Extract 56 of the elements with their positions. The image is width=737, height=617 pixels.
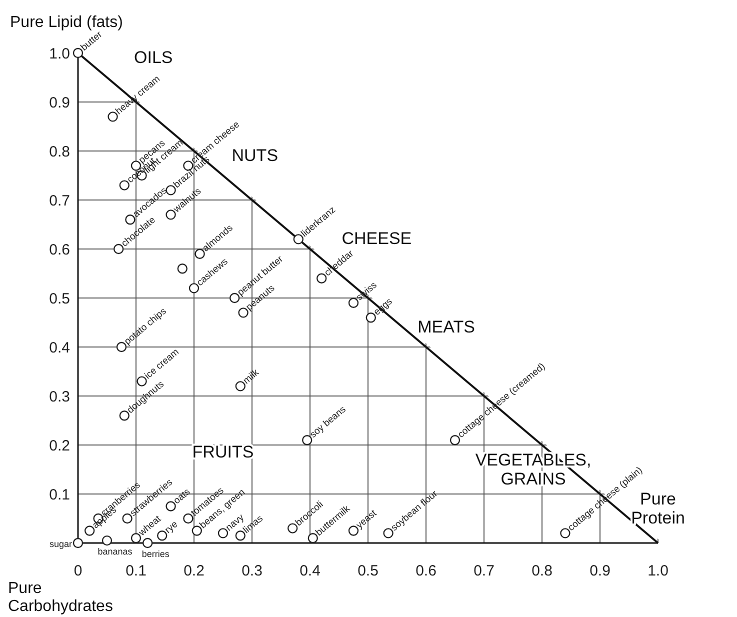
data-label: eggs	[372, 296, 395, 318]
point	[348, 298, 359, 308]
x-tick-label: 1.0	[648, 562, 668, 580]
annotation: CHEESE	[342, 229, 412, 248]
y-tick-label: 0.5	[49, 290, 70, 308]
data-label: milk	[241, 367, 262, 386]
point	[119, 410, 130, 421]
y-tick-label: 0.8	[49, 143, 70, 160]
y-tick-label: 0.7	[49, 192, 70, 210]
point	[235, 381, 246, 392]
point	[188, 283, 200, 294]
data-label: berries	[142, 549, 170, 559]
annotation: NUTS	[232, 146, 278, 165]
point	[366, 312, 376, 323]
x-tick-label: 0.4	[300, 562, 320, 580]
point	[72, 538, 84, 548]
x-tick-label: 0.7	[474, 562, 494, 580]
x-axis-title: Pure Carbohydrates	[8, 580, 114, 616]
y-tick-label: 0.9	[49, 94, 70, 112]
point	[302, 435, 312, 446]
point	[102, 535, 112, 546]
annotation: MEATS	[418, 317, 475, 336]
data-label: oats	[172, 486, 193, 507]
point	[316, 273, 327, 284]
point	[142, 538, 153, 548]
x-tick-label: 0.6	[416, 562, 436, 580]
point	[84, 526, 95, 536]
y-axis-title: Pure Lipid (fats)	[10, 14, 123, 32]
y-tick-label: 0.4	[49, 339, 70, 356]
data-label: bananas	[98, 546, 133, 557]
x-tick-label: 0.1	[126, 562, 146, 580]
point	[230, 292, 240, 304]
point	[114, 244, 124, 254]
y-tick-label: 1.0	[49, 45, 70, 62]
annotation: Pure Protein	[631, 490, 685, 528]
x-tick-label: 0.3	[242, 562, 262, 580]
point	[218, 528, 228, 538]
y-tick-label: 0.1	[49, 486, 70, 504]
annotation: OILS	[134, 48, 173, 67]
y-tick-label: 0.2	[49, 437, 70, 454]
x-tick-label: 0.5	[358, 562, 378, 580]
x-tick-label: 0.2	[184, 562, 204, 580]
point	[119, 180, 130, 190]
y-tick-label: 0.3	[49, 388, 70, 406]
point	[560, 528, 570, 538]
x-tick-label: 0	[74, 562, 82, 580]
y-tick-label: 0.6	[49, 241, 70, 258]
x-tick-label: 0.8	[532, 562, 552, 580]
point	[238, 308, 248, 318]
point	[177, 264, 188, 274]
point	[194, 248, 205, 259]
data-label: rye	[162, 519, 180, 536]
point	[383, 528, 394, 538]
point	[450, 435, 460, 446]
data-label: sugar	[49, 539, 72, 549]
x-tick-label: 0.9	[590, 562, 610, 580]
